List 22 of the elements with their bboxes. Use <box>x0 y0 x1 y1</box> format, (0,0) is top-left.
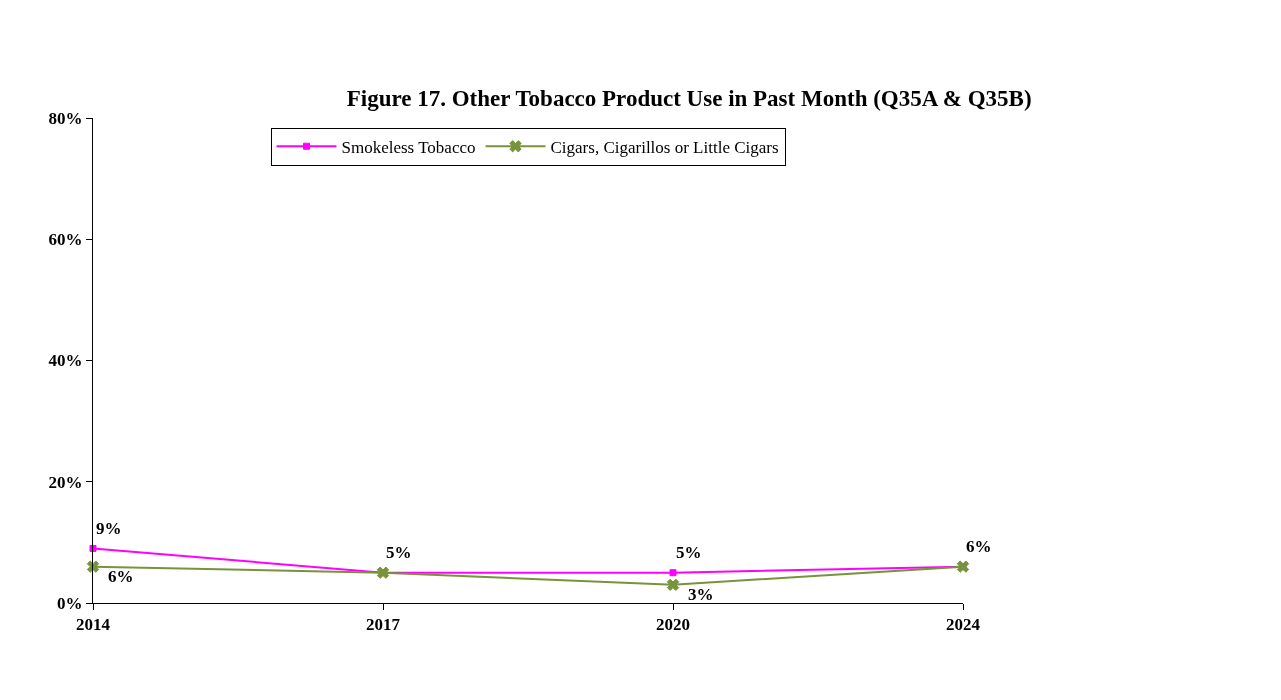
y-tick-label: 0% <box>57 593 83 613</box>
point <box>86 560 100 573</box>
data-label: 9% <box>96 519 122 538</box>
x-tick-label: 2017 <box>366 615 401 635</box>
point <box>669 569 677 577</box>
legend-label: Cigars, Cigarillos or Little Cigars <box>550 137 779 157</box>
y-tick-label: 60% <box>48 230 83 250</box>
data-label: 6% <box>108 567 134 586</box>
y-tick-label: 20% <box>48 472 83 492</box>
x-tick-label: 2024 <box>946 615 981 635</box>
x-tick-label: 2014 <box>76 615 111 635</box>
data-label: 3% <box>688 585 714 604</box>
point <box>89 544 97 552</box>
y-tick-label: 80% <box>48 108 83 128</box>
data-label: 6% <box>966 537 992 556</box>
legend-label: Smokeless Tobacco <box>341 137 476 157</box>
x-tick-label: 2020 <box>656 615 690 635</box>
data-label: 5% <box>386 543 412 562</box>
data-label: 5% <box>676 543 702 562</box>
point <box>666 578 680 591</box>
y-tick-label: 40% <box>48 351 83 371</box>
chart-title: Figure 17. Other Tobacco Product Use in Past Month (Q35A & Q35B) <box>346 86 1032 112</box>
